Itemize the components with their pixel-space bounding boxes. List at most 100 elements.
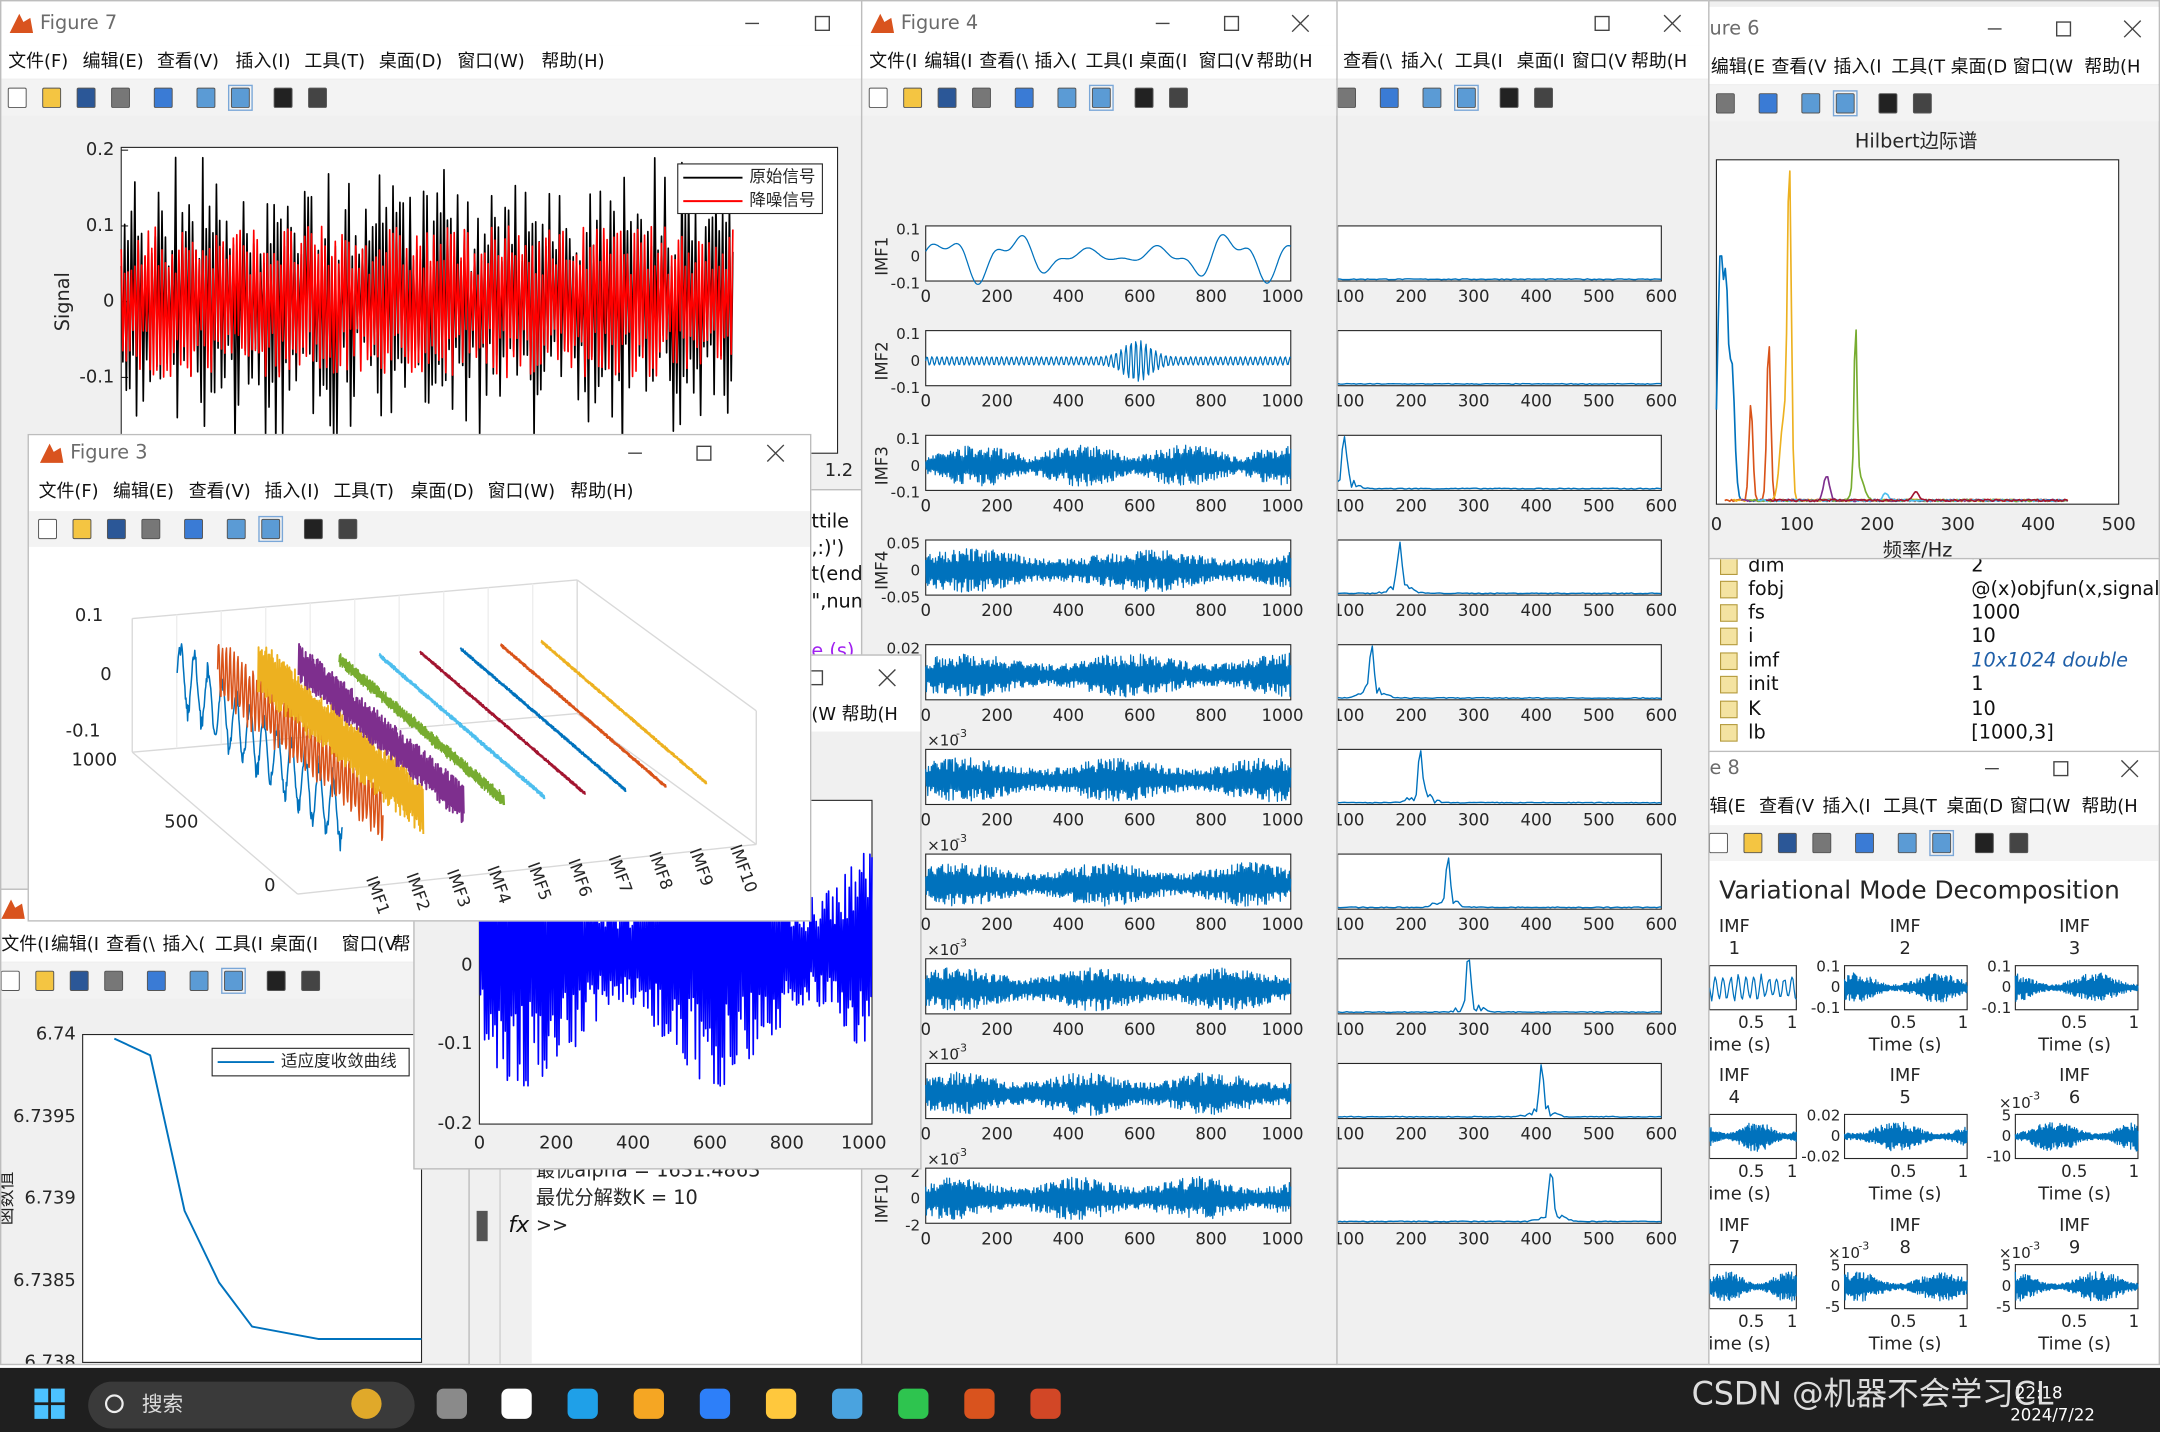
toolbar-button[interactable] (76, 87, 96, 108)
maximize-button[interactable] (2053, 761, 2069, 777)
menu-item[interactable]: 桌面(D (1946, 796, 2003, 817)
toolbar-button[interactable] (303, 518, 323, 540)
toolbar-button[interactable] (1379, 87, 1399, 108)
menu-item[interactable]: 帮 (393, 934, 411, 955)
menu-item[interactable]: 文件(F) (39, 481, 99, 502)
toolbar-button[interactable] (1758, 93, 1778, 114)
menu-item[interactable]: 窗口(W (2010, 796, 2071, 817)
toolbar-button[interactable] (196, 87, 216, 108)
toolbar-button[interactable] (1832, 90, 1858, 117)
menu-item[interactable]: 文件(I (1, 934, 49, 955)
toolbar-button[interactable] (7, 87, 27, 108)
menu-item[interactable]: 窗口(V (342, 934, 398, 955)
menu-item[interactable]: 编辑(I (924, 51, 972, 72)
menu-item[interactable]: 桌面(I (1139, 51, 1187, 72)
menu-item[interactable]: 帮助(H) (541, 51, 604, 72)
variable-name[interactable]: init (1748, 672, 1779, 695)
menu-item[interactable]: 查看(\ (1343, 51, 1393, 72)
close-button[interactable] (2120, 759, 2139, 778)
toolbar-button[interactable] (1974, 832, 1994, 854)
variable-name[interactable]: i (1748, 624, 1753, 647)
variable-name[interactable]: K (1748, 697, 1762, 720)
start-button[interactable] (34, 1405, 49, 1419)
toolbar-button[interactable] (1, 970, 20, 991)
toolbar-button[interactable] (1715, 93, 1735, 114)
menu-item[interactable]: 窗口(V (1198, 51, 1254, 72)
toolbar-button[interactable] (2009, 832, 2029, 854)
toolbar-button[interactable] (1777, 832, 1797, 854)
menu-item[interactable]: 查看(V) (157, 51, 219, 72)
toolbar-button[interactable] (1014, 87, 1034, 108)
menu-item[interactable]: 工具(T (1883, 796, 1937, 817)
taskbar-app[interactable] (964, 1388, 995, 1419)
menu-item[interactable]: 插入( (1401, 51, 1444, 72)
toolbar-button[interactable] (937, 87, 957, 108)
maximize-button[interactable] (1223, 15, 1240, 31)
toolbar-button[interactable] (301, 970, 321, 991)
toolbar-button[interactable] (184, 518, 203, 540)
taskbar-app[interactable] (832, 1388, 863, 1419)
taskbar-app[interactable] (1030, 1388, 1061, 1419)
toolbar-button[interactable] (1801, 93, 1821, 114)
menu-item[interactable]: 查看(V (1759, 796, 1815, 817)
taskbar-app[interactable] (765, 1388, 797, 1419)
toolbar-button[interactable] (338, 518, 358, 540)
toolbar-button[interactable] (106, 518, 126, 540)
toolbar-button[interactable] (868, 87, 888, 108)
menu-item[interactable]: 桌面(D) (379, 51, 443, 72)
menu-item[interactable]: 工具(T) (333, 481, 394, 502)
maximize-button[interactable] (696, 445, 712, 461)
toolbar-button[interactable] (903, 87, 923, 108)
toolbar-button[interactable] (1743, 832, 1763, 854)
menu-item[interactable]: 帮助(H (1256, 51, 1312, 72)
toolbar-button[interactable] (38, 518, 57, 540)
menu-item[interactable]: 桌面(D (1951, 57, 2008, 78)
menu-item[interactable]: 帮助(H (842, 704, 898, 725)
menu-item[interactable]: 编辑(E (1711, 57, 1765, 78)
menu-item[interactable]: 查看(V) (189, 481, 251, 502)
menu-item[interactable]: 插入(I) (264, 481, 319, 502)
variable-name[interactable]: imf (1748, 649, 1780, 672)
taskbar-app[interactable] (436, 1388, 467, 1419)
taskbar-app[interactable] (898, 1388, 929, 1419)
close-button[interactable] (2123, 20, 2142, 38)
menu-item[interactable]: 帮助(H) (570, 481, 633, 502)
close-button[interactable] (766, 444, 785, 462)
toolbar-button[interactable] (104, 970, 124, 991)
toolbar-button[interactable] (1169, 87, 1188, 108)
menu-item[interactable]: 工具(T) (304, 51, 365, 72)
toolbar-button[interactable] (266, 970, 286, 991)
menu-item[interactable]: (W (811, 704, 836, 725)
menu-item[interactable]: 帮助(H (2081, 796, 2137, 817)
menu-item[interactable]: 查看(V (1772, 57, 1828, 78)
toolbar-button[interactable] (227, 84, 253, 111)
toolbar-button[interactable] (1929, 829, 1955, 857)
menu-item[interactable]: 窗口(W (2013, 57, 2074, 78)
command-prompt[interactable]: >> (536, 1214, 568, 1237)
toolbar-button[interactable] (141, 518, 161, 540)
toolbar-button[interactable] (35, 970, 55, 991)
taskbar-app[interactable] (633, 1388, 664, 1419)
close-button[interactable] (1291, 14, 1310, 33)
toolbar-button[interactable] (1812, 832, 1832, 854)
toolbar-button[interactable] (972, 87, 991, 108)
menu-item[interactable]: 窗口(W) (488, 481, 555, 502)
taskbar-app[interactable] (699, 1388, 731, 1419)
toolbar-button[interactable] (1534, 87, 1553, 108)
menu-item[interactable]: 工具(T (1891, 57, 1945, 78)
menu-item[interactable]: 窗口(V (1572, 51, 1628, 72)
menu-item[interactable]: 工具(I (1086, 51, 1134, 72)
menu-item[interactable]: 编辑(E) (113, 481, 174, 502)
menu-item[interactable]: 插入( (163, 934, 206, 955)
toolbar-button[interactable] (153, 87, 173, 108)
menu-item[interactable]: 工具(I (1455, 51, 1503, 72)
close-button[interactable] (878, 669, 896, 687)
menu-item[interactable]: 帮助(H (1631, 51, 1687, 72)
menu-item[interactable]: 查看(\ (979, 51, 1029, 72)
maximize-button[interactable] (2055, 21, 2072, 37)
taskbar-app[interactable] (567, 1388, 598, 1419)
toolbar-button[interactable] (42, 87, 62, 108)
toolbar-button[interactable] (1454, 84, 1479, 111)
toolbar-button[interactable] (72, 518, 92, 540)
toolbar-button[interactable] (1897, 832, 1917, 854)
